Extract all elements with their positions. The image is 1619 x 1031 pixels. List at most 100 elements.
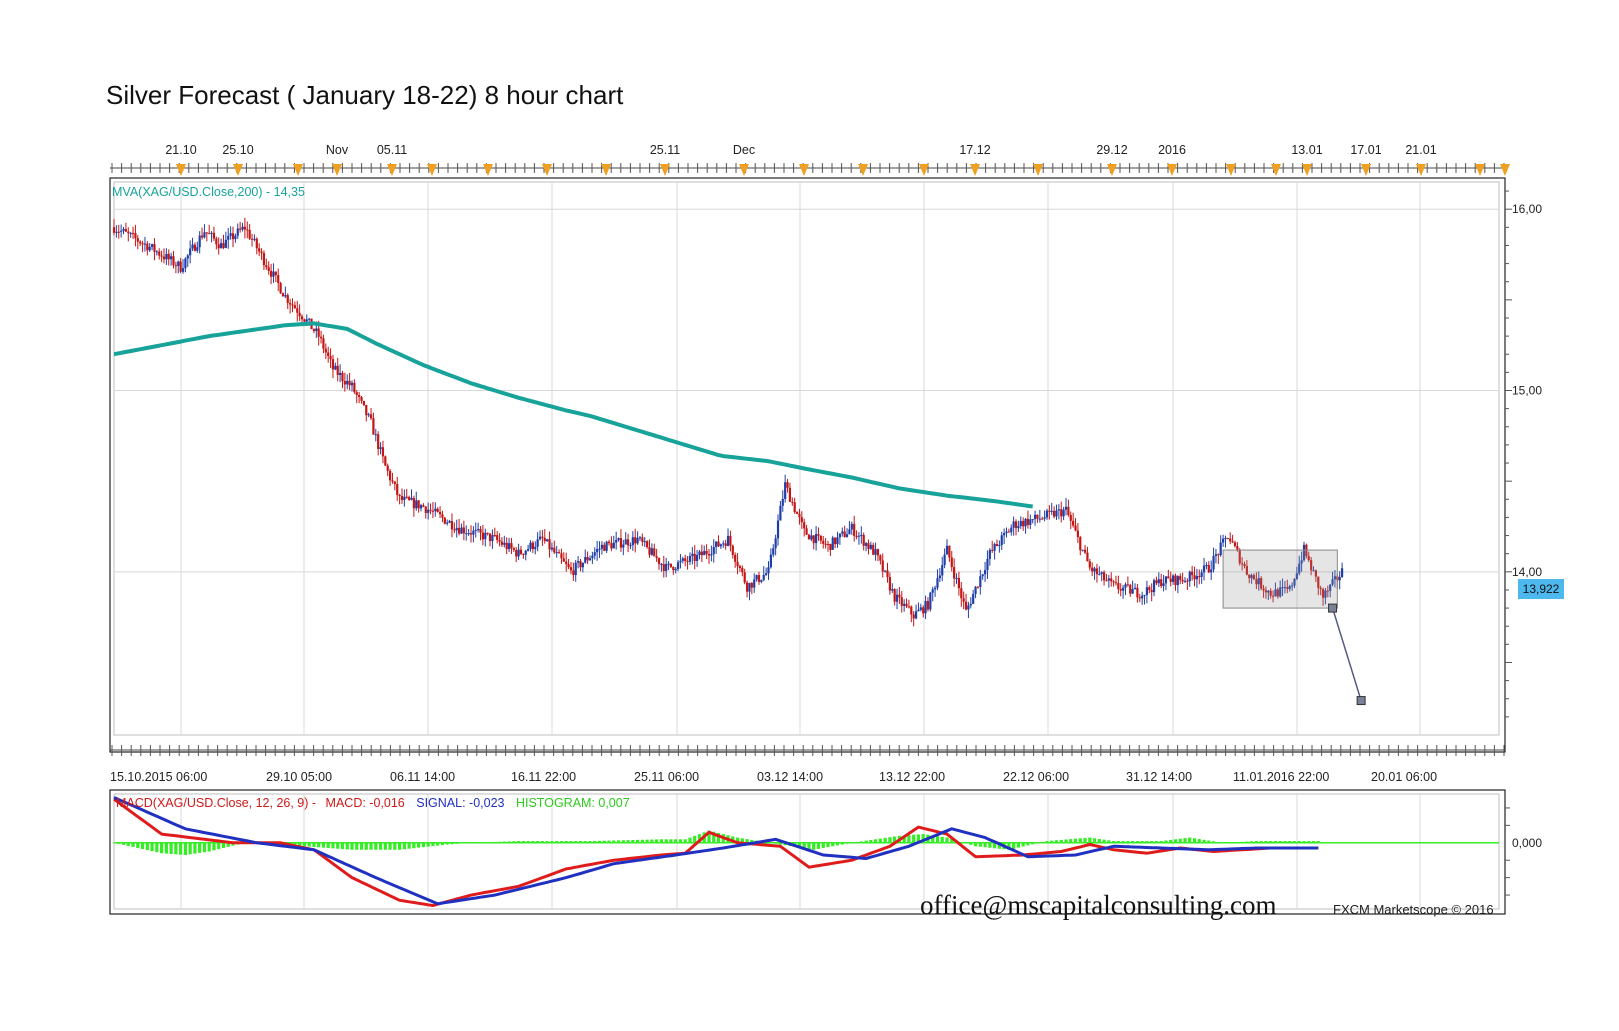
candle-body [346, 380, 349, 385]
candle-body [596, 549, 599, 553]
histogram-bar [445, 842, 449, 845]
candle-body [1038, 518, 1041, 520]
candle-body [1274, 589, 1277, 597]
candle-body [1302, 544, 1306, 561]
histogram-bar [1073, 838, 1078, 843]
y-axis-label: 14,00 [1512, 565, 1542, 579]
candle-body [603, 544, 606, 551]
candle-body [1207, 565, 1210, 573]
candle-body [1022, 520, 1025, 527]
candle-body [800, 517, 803, 523]
candle-body [955, 577, 958, 579]
candle-body [369, 414, 373, 419]
candle-body [588, 558, 592, 561]
histogram-bar [802, 842, 806, 849]
histogram-bar [521, 841, 525, 843]
candle-body [774, 538, 777, 549]
candle-body [876, 549, 880, 556]
event-marker-icon [1500, 164, 1510, 176]
candle-body [619, 538, 623, 548]
histogram-bar [1307, 841, 1311, 843]
candle-body [976, 586, 980, 588]
candle-body [1186, 580, 1189, 582]
histogram-bar [302, 842, 306, 847]
histogram-bar [1211, 841, 1216, 843]
histogram-bar [174, 842, 178, 855]
event-marker-icon [1226, 164, 1236, 176]
histogram-bar [869, 840, 873, 843]
candle-body [515, 550, 518, 557]
y-axis-label: 16,00 [1512, 202, 1542, 216]
macd-legend-value: MACD: -0,016 [326, 796, 405, 810]
candle-body [215, 238, 218, 245]
top-axis-label: Dec [733, 143, 755, 157]
candle-body [729, 535, 732, 546]
candle-body [995, 544, 999, 546]
histogram-bar [1231, 842, 1235, 843]
candle-body [269, 270, 273, 277]
candle-body [493, 535, 496, 537]
candle-body [484, 532, 487, 540]
candle-body [350, 382, 354, 386]
candle-body [798, 513, 801, 518]
candle-body [776, 520, 780, 539]
candle-body [1264, 590, 1268, 593]
candle-body [700, 551, 703, 556]
histogram-bar [431, 842, 435, 847]
candle-body [581, 562, 584, 568]
histogram-bar [426, 842, 430, 847]
histogram-bar [1064, 839, 1068, 843]
candle-body [162, 256, 166, 260]
candle-body [529, 542, 532, 549]
candle-body [379, 447, 382, 449]
candle-body [486, 532, 489, 534]
histogram-bar [393, 842, 397, 850]
histogram-bar [612, 840, 616, 843]
candle-body [1260, 578, 1263, 589]
histogram-bar [902, 835, 906, 843]
candle-body [569, 567, 573, 571]
top-date-axis: 21.10 25.10 Nov 05.11 25.11 Dec 17.12 29.12 2016… [110, 143, 1510, 176]
candle-body [791, 501, 794, 503]
candle-body [517, 549, 520, 557]
price-panel-frame [109, 177, 1506, 753]
candle-body [660, 564, 663, 566]
candle-body [124, 229, 127, 232]
histogram-bar [1288, 841, 1292, 843]
histogram-bar [669, 839, 673, 843]
macd-legend-prefix: MACD(XAG/USD.Close, 12, 26, 9) - [116, 796, 316, 810]
candle-body [1062, 509, 1065, 517]
histogram-bar [626, 840, 630, 843]
histogram-bar [378, 842, 383, 850]
histogram-bar [145, 842, 149, 851]
candle-body [1157, 579, 1160, 584]
macd-legend: MACD(XAG/USD.Close, 12, 26, 9) - MACD: -… [116, 796, 630, 810]
candle-body [174, 265, 177, 267]
candle-body [258, 248, 261, 252]
candle-body [462, 527, 465, 534]
histogram-bar [588, 841, 592, 843]
event-marker-icon [332, 164, 342, 176]
candle-body [831, 537, 834, 550]
histogram-bar [607, 840, 611, 843]
candle-body [655, 556, 658, 559]
candle-body [1229, 538, 1232, 542]
histogram-bar [1140, 841, 1144, 843]
histogram-bar [1311, 841, 1316, 843]
candle-body [591, 555, 594, 559]
candle-body [1245, 565, 1248, 575]
candle-body [412, 498, 415, 509]
candle-body [324, 348, 327, 353]
histogram-bar [1083, 837, 1087, 843]
candle-body [534, 546, 537, 550]
candle-body [1155, 580, 1158, 584]
histogram-bar [1012, 842, 1016, 849]
candle-body [1081, 549, 1084, 551]
histogram-bar [226, 842, 230, 847]
candle-body [1126, 584, 1129, 586]
candle-body [784, 482, 787, 499]
histogram-bar [336, 842, 340, 849]
candle-body [795, 512, 799, 514]
candle-body [734, 554, 737, 562]
candle-body [184, 258, 187, 269]
